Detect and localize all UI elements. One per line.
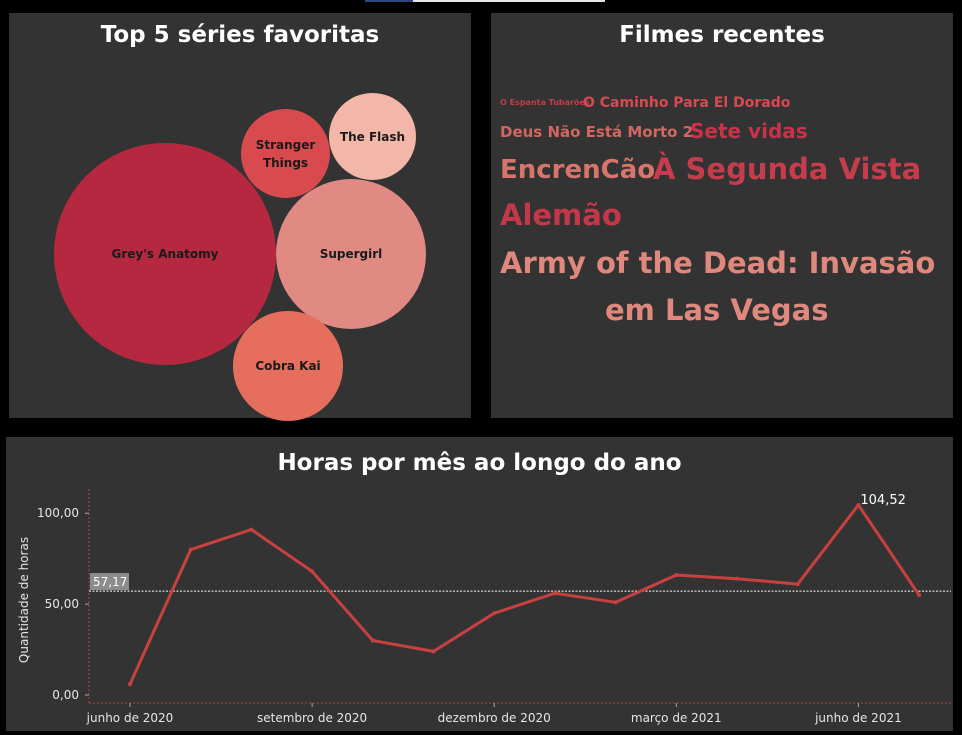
top-strip — [365, 0, 605, 2]
average-label: 57,17 — [93, 575, 127, 589]
data-point — [310, 569, 315, 574]
bubble-cobra-kai[interactable]: Cobra Kai — [233, 311, 343, 421]
data-point — [735, 576, 739, 581]
data-point — [128, 682, 132, 687]
bubble-supergirl[interactable]: Supergirl — [276, 179, 426, 329]
bubble-stranger-things[interactable]: Stranger Things — [241, 109, 330, 198]
data-point — [613, 600, 618, 605]
film-word[interactable]: Deus Não Está Morto 2 — [500, 123, 694, 141]
bubble-label: Supergirl — [319, 247, 383, 261]
top-strip-segment-a — [365, 0, 413, 2]
film-word[interactable]: Sete vidas — [690, 119, 808, 143]
y-tick-label: 100,00 — [37, 506, 79, 520]
line-chart: 0,00 50,00 100,00 junho de 2020 setembro de … — [17, 489, 951, 725]
data-point — [492, 611, 497, 616]
film-word[interactable]: EncrenCão — [500, 155, 656, 185]
bubble-label: The Flash — [339, 129, 406, 144]
hours-chart-panel: Horas por mês ao longo do ano 0,00 50,00 1… — [6, 437, 953, 731]
data-point — [552, 591, 557, 596]
chart-title: Horas por mês ao longo do ano — [277, 450, 682, 476]
x-tick-label: setembro de 2020 — [257, 711, 367, 725]
data-point — [795, 582, 800, 587]
film-word[interactable]: Army of the Dead: Invasão — [500, 246, 936, 280]
bubble-label: Grey's Anatomy — [111, 247, 219, 261]
top-series-panel: Top 5 séries favoritas Grey's Anatomy St… — [9, 13, 471, 421]
series-line — [128, 503, 921, 686]
film-word[interactable]: À Segunda Vista — [653, 152, 922, 186]
x-tick-label: março de 2021 — [631, 711, 722, 725]
data-point — [917, 593, 922, 598]
x-tick-label: dezembro de 2020 — [438, 711, 551, 725]
bubble-the-flash[interactable]: The Flash — [329, 93, 416, 180]
data-point — [431, 649, 436, 654]
y-tick-label: 50,00 — [45, 597, 79, 611]
data-point — [370, 638, 375, 643]
bubble-label: Stranger Things — [255, 137, 316, 170]
film-word[interactable]: em Las Vegas — [605, 293, 829, 327]
data-point — [249, 527, 254, 532]
bubble-greys-anatomy[interactable]: Grey's Anatomy — [54, 143, 276, 365]
film-word[interactable]: Alemão — [500, 198, 622, 232]
top-series-title: Top 5 séries favoritas — [100, 22, 380, 48]
recent-films-title: Filmes recentes — [619, 22, 825, 48]
average-label-box — [90, 573, 129, 591]
recent-films-panel: Filmes recentes O Espanta Tubarões O Cam… — [491, 13, 953, 418]
y-axis-title: Quantidade de horas — [17, 537, 31, 663]
bubble-label: Cobra Kai — [255, 359, 321, 373]
top-strip-segment-b — [413, 0, 605, 2]
max-value-label: 104,52 — [860, 493, 906, 508]
data-point — [188, 547, 193, 552]
x-tick-label: junho de 2020 — [86, 711, 174, 725]
film-word[interactable]: O Caminho Para El Dorado — [583, 95, 791, 111]
film-word[interactable]: O Espanta Tubarões — [500, 98, 590, 107]
x-tick-label: junho de 2021 — [814, 711, 902, 725]
y-tick-label: 0,00 — [52, 688, 79, 702]
data-point — [856, 503, 861, 507]
data-point — [674, 573, 679, 578]
